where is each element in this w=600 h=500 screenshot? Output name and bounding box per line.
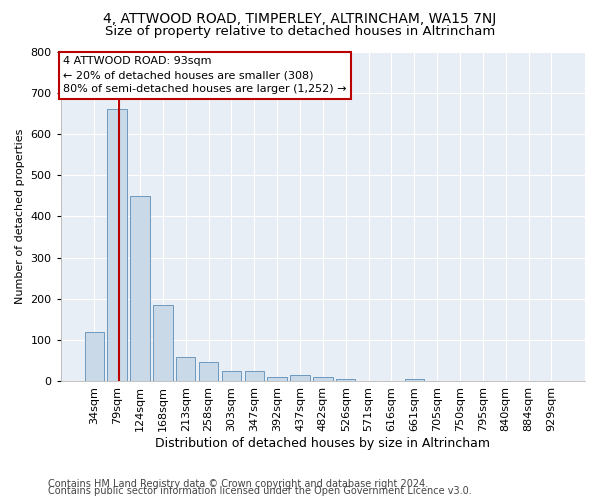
Bar	[245, 371, 264, 382]
Text: 4 ATTWOOD ROAD: 93sqm
← 20% of detached houses are smaller (308)
80% of semi-det: 4 ATTWOOD ROAD: 93sqm ← 20% of detached …	[64, 56, 347, 94]
Bar	[336, 379, 355, 382]
Bar	[153, 305, 173, 382]
Bar	[404, 379, 424, 382]
Bar	[176, 356, 196, 382]
Bar	[268, 376, 287, 382]
Bar	[107, 109, 127, 382]
Text: Size of property relative to detached houses in Altrincham: Size of property relative to detached ho…	[105, 25, 495, 38]
Text: Contains public sector information licensed under the Open Government Licence v3: Contains public sector information licen…	[48, 486, 472, 496]
Bar	[85, 332, 104, 382]
Y-axis label: Number of detached properties: Number of detached properties	[15, 129, 25, 304]
Bar	[290, 376, 310, 382]
Bar	[221, 371, 241, 382]
Bar	[313, 378, 332, 382]
Bar	[199, 362, 218, 382]
Text: 4, ATTWOOD ROAD, TIMPERLEY, ALTRINCHAM, WA15 7NJ: 4, ATTWOOD ROAD, TIMPERLEY, ALTRINCHAM, …	[103, 12, 497, 26]
X-axis label: Distribution of detached houses by size in Altrincham: Distribution of detached houses by size …	[155, 437, 490, 450]
Bar	[130, 196, 149, 382]
Text: Contains HM Land Registry data © Crown copyright and database right 2024.: Contains HM Land Registry data © Crown c…	[48, 479, 428, 489]
